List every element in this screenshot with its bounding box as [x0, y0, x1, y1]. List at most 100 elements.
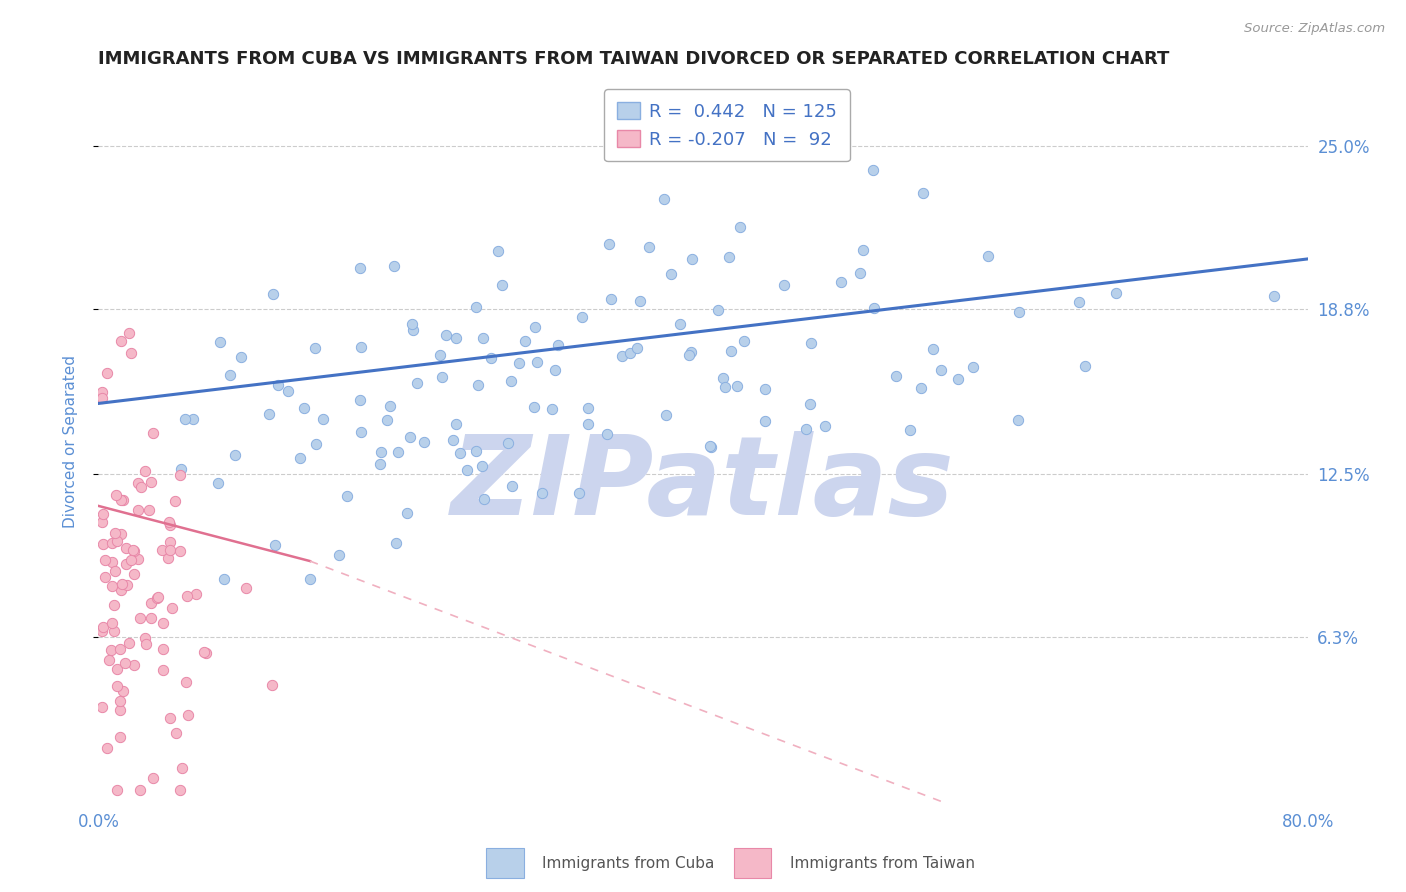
Point	[159, 535, 181, 549]
Text: Immigrants from Cuba: Immigrants from Cuba	[543, 855, 714, 871]
Point	[370, 445, 392, 459]
Point	[725, 379, 748, 393]
Point	[129, 782, 152, 797]
Point	[706, 100, 728, 114]
Point	[100, 642, 122, 657]
Point	[530, 485, 553, 500]
Point	[498, 435, 520, 450]
Point	[262, 287, 284, 301]
Point	[862, 163, 884, 178]
Point	[456, 463, 478, 477]
Point	[101, 536, 124, 550]
Point	[124, 567, 146, 582]
Point	[159, 711, 181, 725]
Point	[491, 277, 513, 292]
Point	[349, 425, 371, 439]
Point	[299, 573, 322, 587]
Point	[733, 334, 755, 349]
Point	[921, 342, 943, 356]
Point	[626, 341, 648, 355]
Point	[110, 583, 132, 598]
Point	[214, 573, 236, 587]
Point	[169, 782, 191, 797]
Point	[96, 366, 118, 380]
Point	[544, 362, 567, 376]
Text: Source: ZipAtlas.com: Source: ZipAtlas.com	[1244, 22, 1385, 36]
Point	[103, 598, 125, 612]
Point	[91, 700, 114, 714]
Point	[114, 656, 136, 670]
Point	[170, 462, 193, 476]
Point	[830, 275, 852, 289]
Point	[378, 399, 401, 413]
Point	[669, 318, 692, 332]
Point	[568, 486, 591, 500]
Point	[101, 555, 124, 569]
Point	[257, 407, 280, 421]
Point	[91, 391, 114, 405]
Legend: R =  0.442   N = 125, R = -0.207   N =  92: R = 0.442 N = 125, R = -0.207 N = 92	[605, 89, 851, 161]
Point	[260, 678, 283, 692]
Point	[107, 679, 129, 693]
Point	[700, 440, 723, 454]
Point	[105, 662, 128, 676]
Point	[101, 579, 124, 593]
Point	[292, 401, 315, 415]
Point	[472, 491, 495, 506]
Point	[103, 624, 125, 638]
Point	[349, 261, 371, 276]
Point	[110, 527, 132, 541]
Point	[720, 344, 742, 359]
Point	[754, 414, 776, 428]
Point	[165, 493, 187, 508]
Point	[169, 467, 191, 482]
Point	[1105, 285, 1128, 300]
Point	[127, 503, 149, 517]
Point	[159, 542, 181, 557]
Point	[146, 590, 169, 604]
Text: IMMIGRANTS FROM CUBA VS IMMIGRANTS FROM TAIWAN DIVORCED OR SEPARATED CORRELATION: IMMIGRANTS FROM CUBA VS IMMIGRANTS FROM …	[98, 50, 1170, 68]
Point	[1007, 413, 1029, 427]
Point	[612, 350, 634, 364]
Point	[382, 259, 405, 273]
Point	[165, 726, 187, 740]
Point	[501, 478, 523, 492]
Point	[946, 372, 969, 386]
Point	[108, 694, 131, 708]
Point	[471, 459, 494, 474]
Point	[472, 331, 495, 345]
Point	[465, 444, 488, 458]
Point	[152, 616, 174, 631]
Point	[98, 653, 121, 667]
Point	[194, 646, 217, 660]
Point	[328, 548, 350, 562]
FancyBboxPatch shape	[486, 848, 523, 878]
Point	[127, 551, 149, 566]
Point	[146, 591, 169, 606]
Point	[114, 557, 136, 571]
Point	[117, 636, 139, 650]
Point	[138, 503, 160, 517]
Point	[91, 620, 114, 634]
Point	[110, 492, 132, 507]
Y-axis label: Divorced or Separated: Divorced or Separated	[63, 355, 77, 528]
Point	[728, 219, 751, 234]
Point	[368, 458, 391, 472]
Point	[104, 565, 127, 579]
Point	[169, 544, 191, 558]
Point	[235, 581, 257, 595]
Point	[174, 412, 197, 426]
Point	[110, 334, 132, 348]
Point	[541, 401, 564, 416]
Point	[446, 417, 468, 431]
Point	[707, 302, 730, 317]
Point	[1008, 305, 1031, 319]
Point	[714, 379, 737, 393]
Point	[152, 642, 174, 657]
Point	[699, 439, 721, 453]
Point	[441, 434, 464, 448]
Point	[800, 335, 823, 350]
Point	[101, 615, 124, 630]
Point	[412, 435, 434, 450]
Point	[224, 448, 246, 462]
